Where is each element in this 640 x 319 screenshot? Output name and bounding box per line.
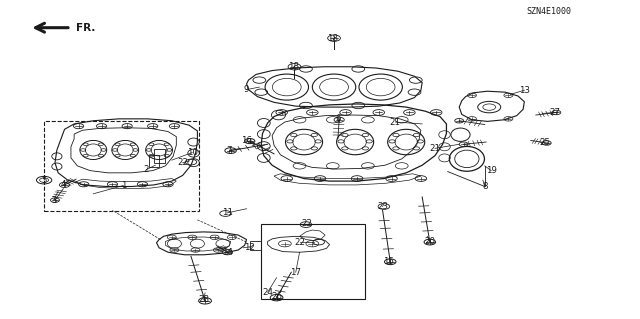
Text: 14: 14 bbox=[222, 248, 233, 257]
Text: 20: 20 bbox=[424, 237, 435, 246]
Text: 3: 3 bbox=[51, 196, 56, 205]
Bar bbox=[154, 149, 166, 163]
Text: 13: 13 bbox=[519, 86, 530, 95]
Text: 2: 2 bbox=[143, 165, 149, 174]
Text: 5: 5 bbox=[42, 176, 47, 185]
Text: 23: 23 bbox=[377, 202, 388, 211]
Text: 7: 7 bbox=[227, 146, 232, 155]
Text: 25: 25 bbox=[540, 138, 550, 147]
Text: 15: 15 bbox=[383, 257, 394, 266]
Text: 18: 18 bbox=[327, 34, 339, 43]
Text: 16: 16 bbox=[241, 136, 252, 145]
Text: FR.: FR. bbox=[76, 23, 95, 33]
Text: 18: 18 bbox=[287, 62, 299, 71]
Text: 8: 8 bbox=[482, 182, 488, 191]
Bar bbox=[44, 122, 198, 211]
Bar bbox=[250, 241, 261, 250]
Text: 22: 22 bbox=[294, 238, 305, 247]
Text: 21: 21 bbox=[429, 144, 440, 153]
Text: 21: 21 bbox=[390, 117, 401, 127]
Text: 22: 22 bbox=[301, 219, 313, 228]
Text: 26: 26 bbox=[271, 292, 282, 301]
Text: 11: 11 bbox=[222, 208, 233, 217]
Text: 1: 1 bbox=[120, 181, 126, 190]
Text: 6: 6 bbox=[335, 114, 340, 123]
Text: 10: 10 bbox=[187, 148, 198, 157]
Text: 27: 27 bbox=[550, 108, 561, 117]
Text: 19: 19 bbox=[486, 166, 497, 175]
Text: 4: 4 bbox=[61, 181, 66, 189]
Bar bbox=[149, 155, 159, 167]
Text: SZN4E1000: SZN4E1000 bbox=[526, 7, 571, 16]
Text: 22: 22 bbox=[177, 158, 188, 167]
Text: 24: 24 bbox=[262, 288, 273, 297]
Text: 9: 9 bbox=[244, 85, 249, 94]
Text: 28: 28 bbox=[198, 295, 209, 304]
Bar bbox=[261, 224, 365, 299]
Text: 12: 12 bbox=[244, 243, 255, 252]
Text: 17: 17 bbox=[290, 268, 301, 277]
